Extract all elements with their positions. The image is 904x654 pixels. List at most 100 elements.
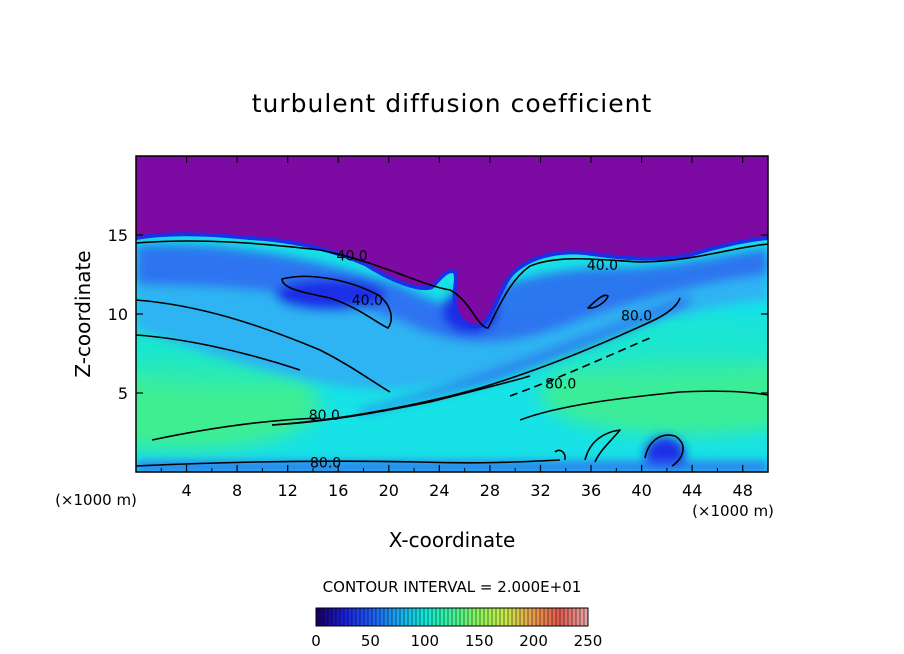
colorbar-cell — [424, 608, 429, 626]
colorbar-cell — [364, 608, 369, 626]
colorbar-tick-label: 150 — [465, 632, 494, 650]
colorbar-tick-label: 50 — [361, 632, 380, 650]
colorbar-cell — [484, 608, 489, 626]
colorbar-cell — [500, 608, 505, 626]
colorbar-cell — [520, 608, 525, 626]
colorbar-tick-label: 100 — [410, 632, 439, 650]
colorbar-cell — [372, 608, 377, 626]
colorbar-cell — [544, 608, 549, 626]
contour-80-bottom — [136, 459, 561, 467]
colorbar-cell — [532, 608, 537, 626]
colorbar-cell — [556, 608, 561, 626]
colorbar-cell — [540, 608, 545, 626]
deep-blue-blob — [275, 279, 385, 311]
colorbar-tick-label: 200 — [519, 632, 548, 650]
y-tick-label: 15 — [108, 226, 128, 245]
colorbar-frame — [315, 607, 589, 627]
contour-mid-left — [136, 334, 301, 371]
contour-interval-text: CONTOUR INTERVAL = 2.000E+01 — [323, 578, 582, 596]
y-axis-label: Z-coordinate — [71, 250, 95, 377]
colorbar-cell — [492, 608, 497, 626]
colorbar-cell — [376, 608, 381, 626]
colorbar-cell — [568, 608, 573, 626]
contour-label: 40.0 — [587, 258, 618, 274]
contour-40-top — [136, 240, 768, 329]
colorbar-cell — [528, 608, 533, 626]
contour-labels: 40.0 40.0 40.0 80.0 80.0 80.0 80.0 — [309, 249, 652, 472]
x-tick-label: 28 — [480, 481, 500, 500]
colorbar-cell — [524, 608, 529, 626]
colorbar-cell — [368, 608, 373, 626]
colorbar-cell — [332, 608, 337, 626]
colorbar-cell — [432, 608, 437, 626]
contour-green-left — [151, 417, 321, 441]
contour-storm-2 — [644, 434, 684, 467]
colorbar-cell — [356, 608, 361, 626]
colorbar-cell — [388, 608, 393, 626]
colorbar-cell — [392, 608, 397, 626]
x-tick-label: 8 — [232, 481, 242, 500]
y-tick-label: 10 — [108, 305, 128, 324]
colorbar-cell — [472, 608, 477, 626]
ground-band — [136, 462, 768, 472]
colorbar-cell — [476, 608, 481, 626]
colorbar-cell — [348, 608, 353, 626]
colorbar-cell — [548, 608, 553, 626]
x-tick-label: 44 — [682, 481, 702, 500]
colorbar-cell — [336, 608, 341, 626]
colorbar-cell — [380, 608, 385, 626]
colorbar-cell — [564, 608, 569, 626]
colorbar-cell — [420, 608, 425, 626]
colorbar-cell — [516, 608, 521, 626]
x-tick-label: 40 — [631, 481, 651, 500]
colorbar-ticks: 0 50 100 150 200 250 — [311, 632, 602, 650]
contour-wave-right — [519, 390, 768, 421]
colorbar-cell — [444, 608, 449, 626]
colorbar-cell — [504, 608, 509, 626]
colorbar-cell — [440, 608, 445, 626]
colorbar-cell — [328, 608, 333, 626]
x-tick-label: 4 — [181, 481, 191, 500]
colorbar-cell — [464, 608, 469, 626]
colorbar-cell — [468, 608, 473, 626]
colorbar-cell — [360, 608, 365, 626]
contour-label: 80.0 — [621, 309, 652, 325]
colorbar-cell — [460, 608, 465, 626]
contour-40-blob — [281, 275, 392, 329]
plot-field: 40.0 40.0 40.0 80.0 80.0 80.0 80.0 — [136, 156, 768, 472]
x-tick-label: 24 — [429, 481, 449, 500]
x-axis-ticks: 4 8 12 16 20 24 28 32 36 40 44 48 — [160, 156, 753, 500]
upper-purple-region — [136, 156, 768, 327]
contour-storm-3 — [554, 449, 566, 461]
colorbar-cell — [508, 608, 513, 626]
x-tick-label: 16 — [328, 481, 348, 500]
contour-80-dashes — [509, 337, 651, 397]
colorbar-tick-label: 250 — [574, 632, 603, 650]
colorbar-cell — [456, 608, 461, 626]
colorbar-cell — [448, 608, 453, 626]
colorbar-cell — [512, 608, 517, 626]
contour-label: 80.0 — [310, 456, 341, 472]
colorbar-cell — [324, 608, 329, 626]
colorbar-cell — [480, 608, 485, 626]
contour-storm-1 — [584, 429, 621, 463]
colorbar-cell — [552, 608, 557, 626]
x-unit-right: (×1000 m) — [692, 502, 774, 520]
y-tick-label: 5 — [118, 384, 128, 403]
colorbar-cell — [576, 608, 581, 626]
colorbar: 0 50 100 150 200 250 — [311, 607, 602, 650]
x-tick-label: 20 — [379, 481, 399, 500]
contour-label: 80.0 — [545, 377, 576, 393]
colorbar-cell — [352, 608, 357, 626]
y-axis-ticks: 5 10 15 — [108, 226, 768, 403]
x-tick-label: 48 — [733, 481, 753, 500]
contour-label: 80.0 — [309, 408, 340, 424]
colorbar-cell — [416, 608, 421, 626]
colorbar-cell — [408, 608, 413, 626]
x-tick-label: 36 — [581, 481, 601, 500]
contour-label: 40.0 — [337, 249, 368, 265]
colorbar-cell — [488, 608, 493, 626]
purple-edge — [136, 232, 768, 329]
x-tick-label: 12 — [278, 481, 298, 500]
